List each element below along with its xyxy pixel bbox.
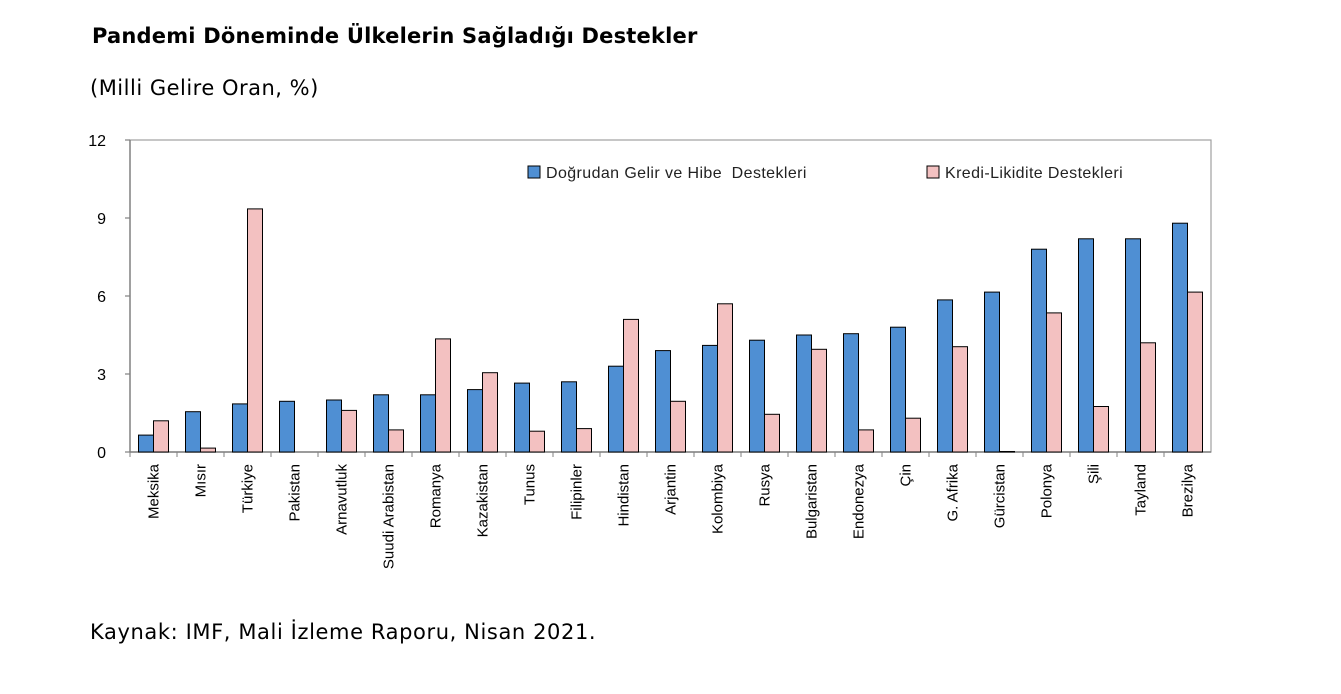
bar-credit-liquidity [435,338,451,453]
x-tick-label: Endonezya [851,463,868,539]
x-tick-label: Mısır [193,464,210,497]
x-tick-label: Çin [898,464,915,487]
bar-credit-liquidity [1140,342,1156,453]
bar-credit-liquidity [670,400,686,453]
bar-direct-income [279,400,295,453]
bar-credit-liquidity [341,409,357,453]
bar-direct-income [937,299,953,453]
bar-direct-income [326,399,342,453]
y-tick-label: 0 [97,445,106,462]
legend-credit-liquidity-swatch [926,165,940,179]
bar-direct-income [232,403,248,453]
x-tick-label: Meksika [146,463,163,519]
y-tick-label: 9 [97,211,106,228]
bar-credit-liquidity [999,450,1015,453]
y-tick-label: 12 [88,133,106,150]
bar-direct-income [514,382,530,453]
bar-direct-income [796,334,812,453]
bar-direct-income [185,411,201,453]
x-tick-label: Polonya [1039,463,1056,518]
bar-direct-income [1172,222,1188,453]
bar-direct-income [843,333,859,453]
bar-credit-liquidity [576,428,592,453]
bar-direct-income [749,339,765,453]
bar-credit-liquidity [623,318,639,453]
x-tick-label: Kolombiya [710,463,727,534]
bar-direct-income [702,344,718,453]
bar-credit-liquidity [905,417,921,453]
x-tick-label: Gürcistan [992,464,1009,528]
x-tick-label: G. Afrika [945,463,962,521]
bar-credit-liquidity [247,208,263,453]
x-tick-label: Rusya [757,463,774,506]
bar-direct-income [467,389,483,453]
x-tick-label: Bulgaristan [804,464,821,539]
x-tick-label: Hindistan [616,464,633,527]
bar-credit-liquidity [153,420,169,453]
x-tick-label: Arjantin [663,464,680,515]
bar-direct-income [984,291,1000,453]
bar-direct-income [1125,238,1141,453]
chart-title: Pandemi Döneminde Ülkelerin Sağladığı De… [92,24,698,48]
bar-credit-liquidity [529,430,545,453]
bar-credit-liquidity [200,447,216,453]
bar-credit-liquidity [388,429,404,453]
x-tick-label: Tunus [522,464,539,505]
bar-credit-liquidity [1187,291,1203,453]
bar-direct-income [890,326,906,453]
bar-credit-liquidity [811,348,827,453]
bar-direct-income [608,365,624,453]
bar-credit-liquidity [858,429,874,453]
x-tick-label: Filipinler [569,464,586,520]
bar-credit-liquidity [717,303,733,453]
x-tick-label: Pakistan [287,464,304,522]
bar-direct-income [138,434,154,453]
legend-direct-income-label: Doğrudan Gelir ve Hibe Destekleri [546,165,807,182]
bar-credit-liquidity [764,413,780,453]
bar-direct-income [1031,248,1047,453]
bar-direct-income [561,381,577,453]
bar-credit-liquidity [482,372,498,453]
bar-direct-income [1078,238,1094,453]
legend-credit-liquidity-label: Kredi-Likidite Destekleri [945,165,1123,182]
bar-credit-liquidity [952,346,968,453]
x-tick-label: Suudi Arabistan [381,464,398,569]
bar-direct-income [373,394,389,453]
x-tick-label: Kazakistan [475,464,492,537]
x-tick-label: Şili [1086,464,1103,484]
bar-chart: 0 3 6 9 12 Meksika Mısır Türkiye Pakistan Arnavu… [88,133,1212,569]
x-tick-label: Türkiye [240,464,257,513]
bar-credit-liquidity [1093,406,1109,453]
bar-direct-income [655,350,671,453]
y-tick-label: 6 [97,289,106,306]
x-tick-label: Romanya [428,463,445,528]
y-tick-label: 3 [97,367,106,384]
x-tick-label: Brezilya [1180,463,1197,517]
bar-direct-income [420,394,436,453]
x-tick-label: Arnavutluk [334,464,351,535]
source-note: Kaynak: IMF, Mali İzleme Raporu, Nisan 2… [90,620,597,644]
chart-subtitle: (Milli Gelire Oran, %) [90,76,319,100]
bar-credit-liquidity [1046,312,1062,453]
legend-direct-income-swatch [527,165,541,179]
x-tick-label: Tayland [1133,464,1150,516]
